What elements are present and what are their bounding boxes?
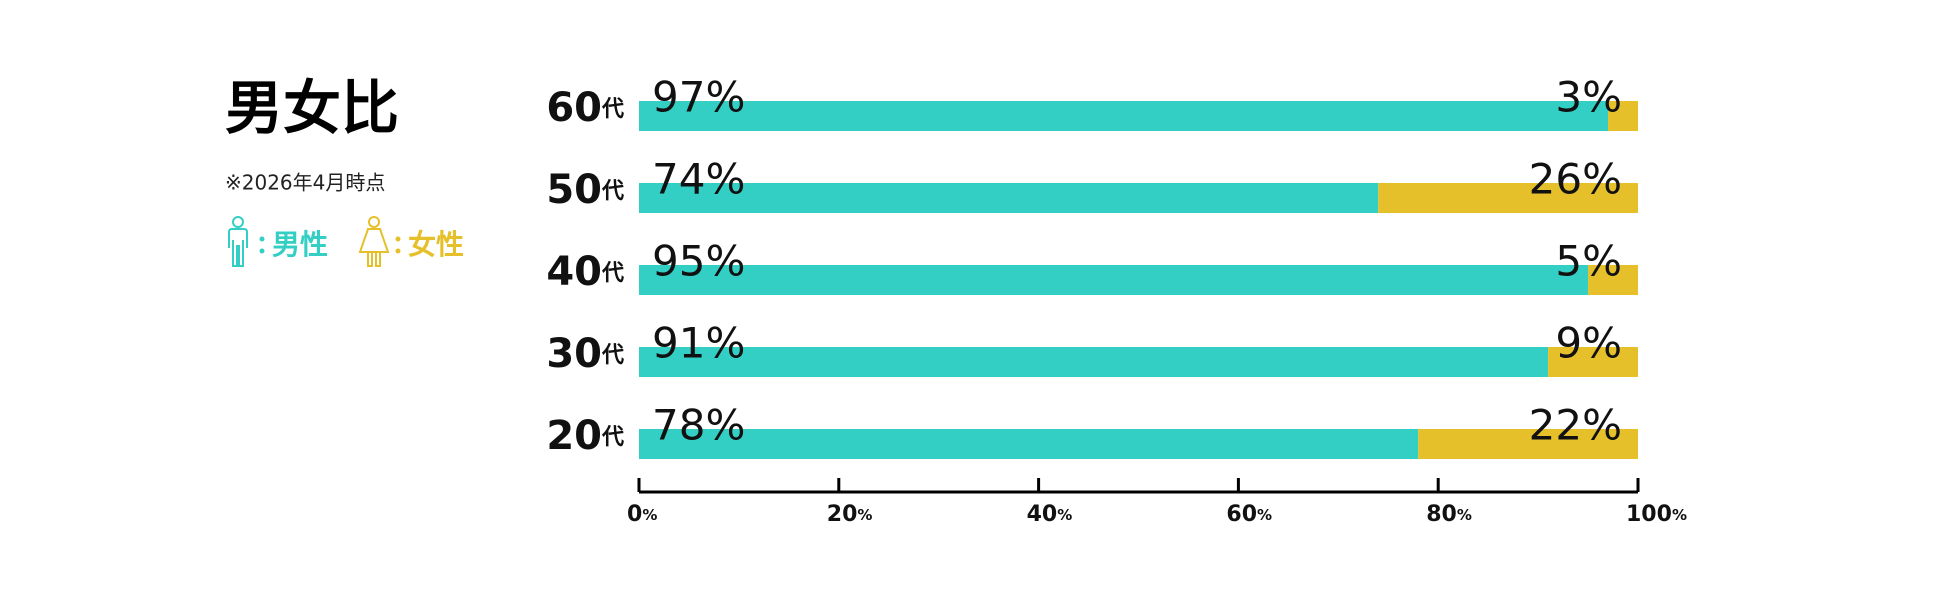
value-label: 5% bbox=[1555, 237, 1622, 286]
bar-segment bbox=[1378, 183, 1638, 213]
legend-label: 女性 bbox=[408, 228, 464, 261]
bar-segment bbox=[639, 347, 1549, 377]
x-tick-label: 100% bbox=[1626, 502, 1687, 527]
bar-segment bbox=[639, 429, 1419, 459]
chart-subtitle: ※2026年4月時点 bbox=[225, 171, 385, 195]
value-label: 95% bbox=[652, 237, 745, 286]
legend-colon bbox=[395, 236, 401, 254]
male-icon bbox=[228, 216, 248, 267]
category-label: 30代 bbox=[546, 331, 624, 377]
value-label: 9% bbox=[1555, 319, 1622, 368]
bar-segment bbox=[1608, 101, 1638, 131]
bar-segment bbox=[1588, 265, 1638, 295]
value-label: 74% bbox=[652, 155, 745, 204]
value-label: 22% bbox=[1529, 401, 1622, 450]
value-label: 78% bbox=[652, 401, 745, 450]
x-tick-label: 40% bbox=[1027, 502, 1073, 527]
bar-segment bbox=[1548, 347, 1638, 377]
x-tick-label: 60% bbox=[1226, 502, 1272, 527]
x-tick-label: 80% bbox=[1426, 502, 1472, 527]
x-tick-label: 20% bbox=[827, 502, 873, 527]
category-label: 50代 bbox=[546, 167, 624, 213]
female-icon bbox=[358, 216, 390, 267]
category-label: 20代 bbox=[546, 413, 624, 459]
value-label: 26% bbox=[1529, 155, 1622, 204]
bar-segment bbox=[639, 101, 1609, 131]
legend-colon bbox=[259, 236, 265, 254]
value-label: 91% bbox=[652, 319, 745, 368]
bar-segment bbox=[1418, 429, 1638, 459]
x-tick-label: 0% bbox=[627, 502, 657, 527]
bar-segment bbox=[639, 265, 1589, 295]
value-label: 3% bbox=[1555, 73, 1622, 122]
legend-label: 男性 bbox=[272, 228, 328, 261]
category-label: 60代 bbox=[546, 85, 624, 131]
bar-segment bbox=[639, 183, 1379, 213]
value-label: 97% bbox=[652, 73, 745, 122]
category-label: 40代 bbox=[546, 249, 624, 295]
chart-title: 男女比 bbox=[225, 74, 399, 142]
